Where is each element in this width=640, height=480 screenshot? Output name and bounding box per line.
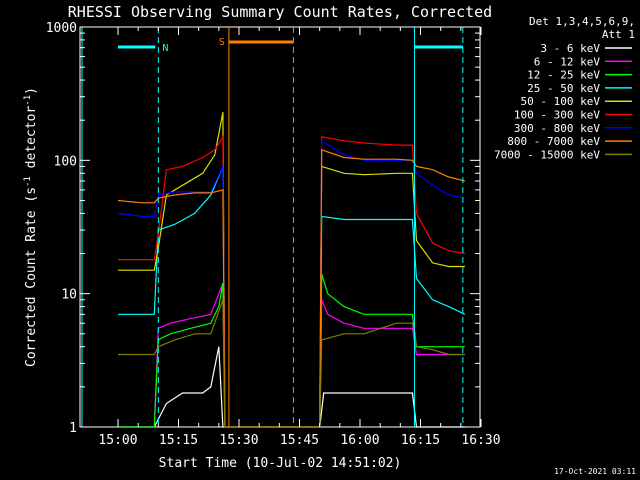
x-tick-label-5: 16:15 [401, 433, 440, 448]
footer-date: 17-Oct-2021 03:11 [554, 467, 636, 476]
legend-label-8: 7000 - 15000 keV [494, 148, 600, 161]
axis-layer: 15:00 15:15 15:30 15:45 16:00 16:15 16:30 1 10 10… [46, 21, 501, 448]
y-tick-label-3: 1000 [46, 21, 77, 36]
y-tick-label-0: 1 [69, 421, 77, 436]
annotation-layer: NS [81, 27, 464, 427]
legend-label-2: 12 - 25 keV [527, 69, 600, 82]
plot-frame [79, 26, 481, 428]
y-tick-label-1: 10 [61, 288, 77, 303]
series-line-2 [118, 274, 465, 428]
flag-label-s: S [219, 37, 225, 48]
x-axis-label: Start Time (10-Jul-02 14:51:02) [159, 456, 402, 471]
y-tick-label-2: 100 [54, 154, 77, 169]
x-tick-label-2: 15:30 [219, 433, 258, 448]
x-tick-label-1: 15:15 [159, 433, 198, 448]
legend-header-line2: Att 1 [602, 28, 635, 41]
series-layer [117, 111, 466, 428]
x-tick-label-3: 15:45 [280, 433, 319, 448]
legend-header-line1: Det 1,3,4,5,6,9, [529, 15, 635, 28]
series-line-3 [118, 166, 466, 428]
series-line-1 [118, 282, 465, 428]
legend-label-3: 25 - 50 keV [527, 82, 600, 95]
legend-label-7: 800 - 7000 keV [507, 135, 600, 148]
x-tick-label-6: 16:30 [461, 433, 500, 448]
series-line-8 [118, 299, 465, 428]
legend-label-1: 6 - 12 keV [534, 55, 601, 68]
series-line-0 [118, 346, 465, 428]
x-tick-label-4: 16:00 [340, 433, 379, 448]
legend-label-6: 300 - 800 keV [514, 122, 600, 135]
x-tick-label-0: 15:00 [98, 433, 137, 448]
legend-label-5: 100 - 300 keV [514, 109, 600, 122]
series-line-7 [117, 148, 466, 428]
y-axis-label: Corrected Count Rate (s-1 detector-1) [23, 87, 39, 367]
flag-label-n: N [162, 43, 168, 54]
legend-label-4: 50 - 100 keV [521, 95, 601, 108]
legend-label-0: 3 - 6 keV [540, 42, 600, 55]
chart-title: RHESSI Observing Summary Count Rates, Co… [68, 3, 492, 21]
